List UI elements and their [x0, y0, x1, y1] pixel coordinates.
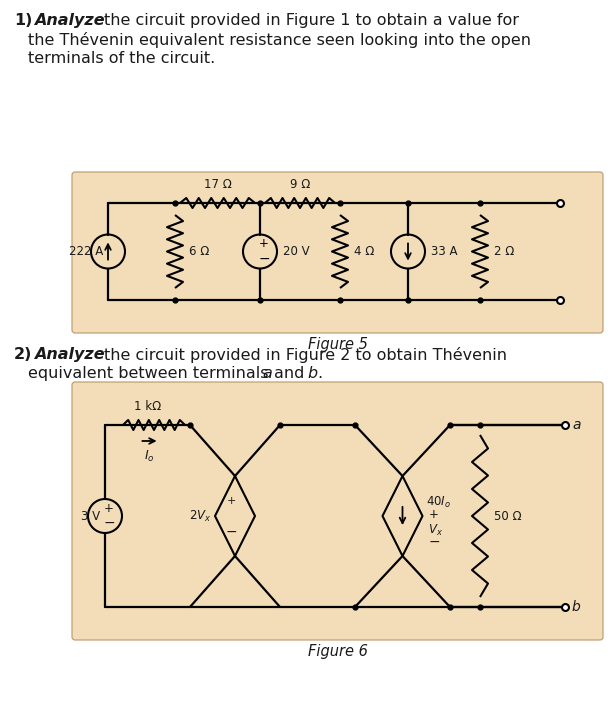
Text: terminals of the circuit.: terminals of the circuit. — [28, 51, 215, 66]
Text: +: + — [104, 502, 114, 515]
Text: Figure 6: Figure 6 — [308, 644, 368, 659]
Text: $2V_x$: $2V_x$ — [189, 508, 211, 523]
Text: .: . — [317, 366, 322, 381]
Text: 3 V: 3 V — [81, 510, 100, 523]
FancyBboxPatch shape — [72, 382, 603, 640]
Text: −: − — [103, 516, 115, 530]
Text: 1 kΩ: 1 kΩ — [134, 400, 161, 413]
Text: b: b — [572, 600, 581, 614]
Text: the circuit provided in Figure 1 to obtain a value for: the circuit provided in Figure 1 to obta… — [104, 13, 519, 28]
Text: 17 Ω: 17 Ω — [204, 178, 231, 191]
Text: 9 Ω: 9 Ω — [290, 178, 310, 191]
Text: −: − — [429, 535, 440, 549]
FancyBboxPatch shape — [72, 172, 603, 333]
Text: the Thévenin equivalent resistance seen looking into the open: the Thévenin equivalent resistance seen … — [28, 32, 531, 48]
Text: $I_o$: $I_o$ — [144, 449, 155, 464]
Text: equivalent between terminals: equivalent between terminals — [28, 366, 269, 381]
Text: a: a — [262, 366, 272, 381]
Text: −: − — [258, 252, 270, 266]
Text: Figure 5: Figure 5 — [308, 337, 368, 352]
Text: Analyze: Analyze — [34, 13, 105, 28]
Text: a: a — [572, 418, 581, 432]
Text: 6 Ω: 6 Ω — [189, 245, 209, 258]
Text: −: − — [225, 525, 237, 539]
Text: 222 A: 222 A — [69, 245, 103, 258]
Text: Analyze: Analyze — [34, 347, 105, 362]
Text: 2): 2) — [14, 347, 33, 362]
Text: $40I_o$: $40I_o$ — [426, 494, 451, 510]
Text: $V_x$: $V_x$ — [429, 523, 443, 537]
Text: +: + — [429, 507, 438, 521]
Text: 50 Ω: 50 Ω — [494, 510, 522, 523]
Text: +: + — [259, 237, 269, 250]
Text: 4 Ω: 4 Ω — [354, 245, 375, 258]
Text: 2 Ω: 2 Ω — [494, 245, 514, 258]
Text: 33 A: 33 A — [431, 245, 458, 258]
Text: and: and — [274, 366, 304, 381]
Text: 20 V: 20 V — [283, 245, 309, 258]
Text: the circuit provided in Figure 2 to obtain Thévenin: the circuit provided in Figure 2 to obta… — [104, 347, 507, 363]
Text: b: b — [307, 366, 317, 381]
Text: +: + — [226, 496, 236, 506]
Text: 1): 1) — [14, 13, 33, 28]
